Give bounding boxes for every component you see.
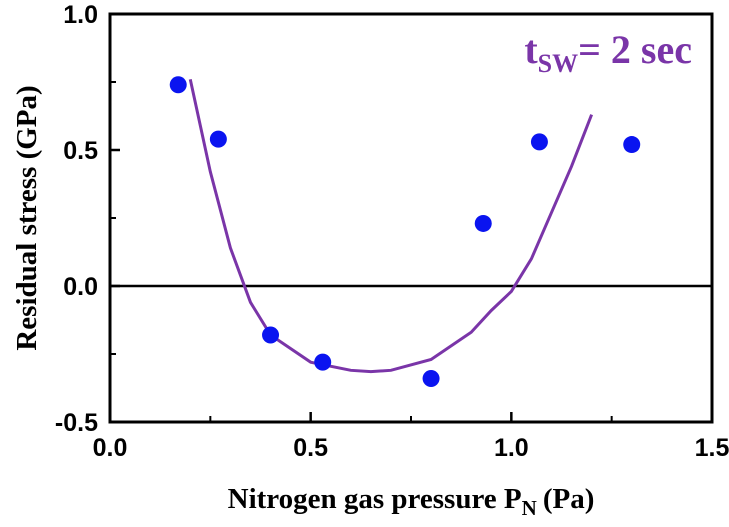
data-point bbox=[209, 130, 227, 148]
data-point bbox=[169, 76, 187, 94]
x-tick-label: 1.5 bbox=[695, 434, 729, 462]
data-point bbox=[474, 214, 492, 232]
x-tick-label: 1.0 bbox=[494, 434, 529, 462]
x-tick-label: 0.0 bbox=[93, 434, 128, 462]
data-point bbox=[530, 133, 548, 151]
fit-curve bbox=[188, 78, 593, 374]
axis-ticks bbox=[108, 12, 714, 424]
x-axis-title-subscript: N bbox=[522, 496, 537, 520]
annotation-subscript: SW bbox=[538, 49, 578, 78]
data-point bbox=[623, 136, 641, 154]
plot-frame bbox=[108, 12, 714, 424]
data-point bbox=[422, 369, 440, 387]
data-points bbox=[169, 76, 641, 387]
annotation: tSW= 2 sec bbox=[524, 27, 692, 78]
y-tick-label: -0.5 bbox=[55, 409, 98, 437]
x-axis-title: Nitrogen gas pressure PN (Pa) bbox=[228, 483, 595, 520]
y-tick-label: 0.5 bbox=[63, 137, 98, 165]
data-point bbox=[314, 353, 332, 371]
axis-tick-labels: 0.0 0.5 1.0 1.5-0.50.00.51.0 bbox=[55, 1, 729, 462]
y-tick-label: 1.0 bbox=[63, 1, 98, 29]
annotation-main: t bbox=[524, 27, 538, 72]
x-axis-title-main: Nitrogen gas pressure P bbox=[228, 483, 522, 515]
annotation-value: = 2 sec bbox=[578, 27, 692, 72]
data-point bbox=[262, 326, 280, 344]
y-axis-title: Residual stress (GPa) bbox=[11, 85, 43, 350]
x-axis-title-unit: (Pa) bbox=[543, 483, 595, 515]
x-tick-label: 0.5 bbox=[293, 434, 328, 462]
y-tick-label: 0.0 bbox=[63, 273, 98, 301]
